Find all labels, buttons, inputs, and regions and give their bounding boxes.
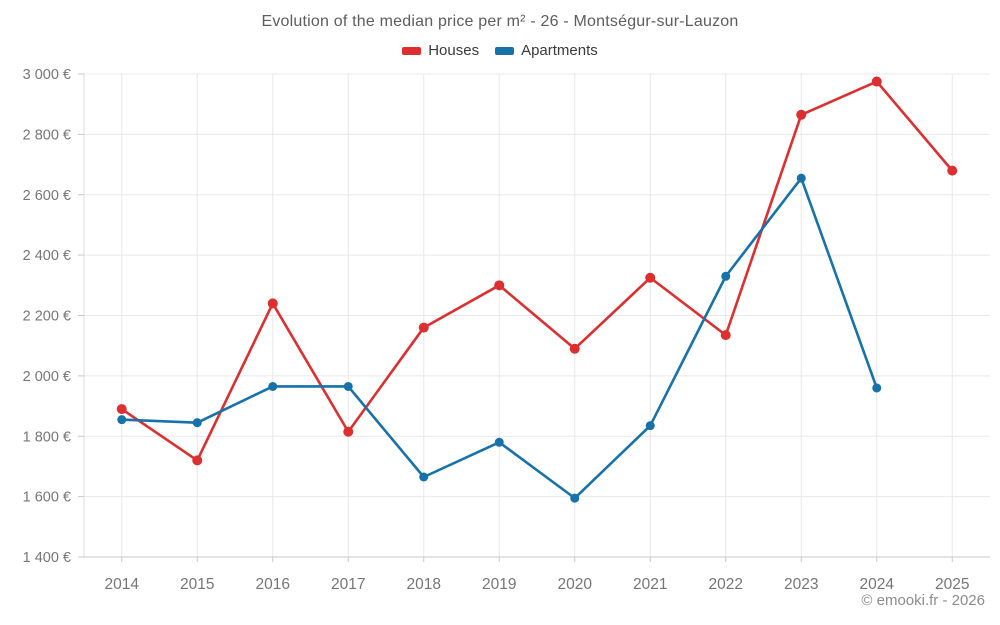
data-point-houses[interactable] [116,404,127,415]
x-tick-label: 2020 [558,576,593,593]
data-point-houses[interactable] [569,343,580,354]
data-point-apartments[interactable] [721,271,731,281]
y-tick-label: 2 400 € [23,248,71,264]
data-point-apartments[interactable] [494,437,504,447]
data-point-houses[interactable] [418,322,429,333]
y-tick-label: 1 400 € [23,550,71,566]
data-point-apartments[interactable] [117,415,127,425]
data-point-houses[interactable] [796,109,807,120]
x-tick-label: 2021 [633,576,667,593]
legend-swatch-apartments [495,46,515,55]
legend-item-houses[interactable]: Houses [402,42,479,59]
y-tick-label: 2 000 € [23,369,71,385]
data-point-apartments[interactable] [419,472,429,482]
legend-swatch-houses [402,46,422,55]
x-tick-label: 2025 [935,576,969,593]
y-tick-label: 2 600 € [23,188,71,204]
x-tick-label: 2017 [331,576,365,593]
x-tick-label: 2023 [784,576,818,593]
data-point-apartments[interactable] [268,381,278,391]
data-point-apartments[interactable] [645,421,655,431]
data-point-apartments[interactable] [570,493,580,503]
legend-label-apartments: Apartments [521,42,598,59]
x-tick-label: 2019 [482,576,516,593]
data-point-houses[interactable] [871,76,882,87]
data-point-houses[interactable] [645,272,656,283]
data-point-houses[interactable] [343,426,354,437]
data-point-houses[interactable] [720,330,731,341]
chart-legend: Houses Apartments [0,42,1000,59]
data-point-apartments[interactable] [343,381,353,391]
chart-title: Evolution of the median price per m² - 2… [261,13,739,30]
y-tick-label: 1 800 € [23,429,71,445]
legend-label-houses: Houses [428,42,480,59]
y-tick-label: 3 000 € [23,67,71,83]
x-tick-label: 2018 [407,576,441,593]
data-point-apartments[interactable] [192,418,202,428]
y-tick-label: 1 600 € [23,490,71,506]
copyright-watermark: © emooki.fr - 2026 [861,592,985,609]
data-point-apartments[interactable] [872,383,882,393]
legend-item-apartments[interactable]: Apartments [495,42,598,59]
x-tick-label: 2016 [256,576,290,593]
y-tick-label: 2 200 € [23,309,71,325]
x-tick-label: 2022 [709,576,743,593]
x-tick-label: 2015 [180,576,214,593]
x-tick-label: 2024 [860,576,895,593]
y-tick-label: 2 800 € [23,127,71,143]
data-point-houses[interactable] [267,298,278,309]
data-point-houses[interactable] [192,455,203,466]
x-tick-label: 2014 [105,576,140,593]
data-point-houses[interactable] [494,280,505,291]
data-point-apartments[interactable] [796,173,806,183]
data-point-houses[interactable] [947,165,958,176]
series-line-houses [120,80,954,462]
